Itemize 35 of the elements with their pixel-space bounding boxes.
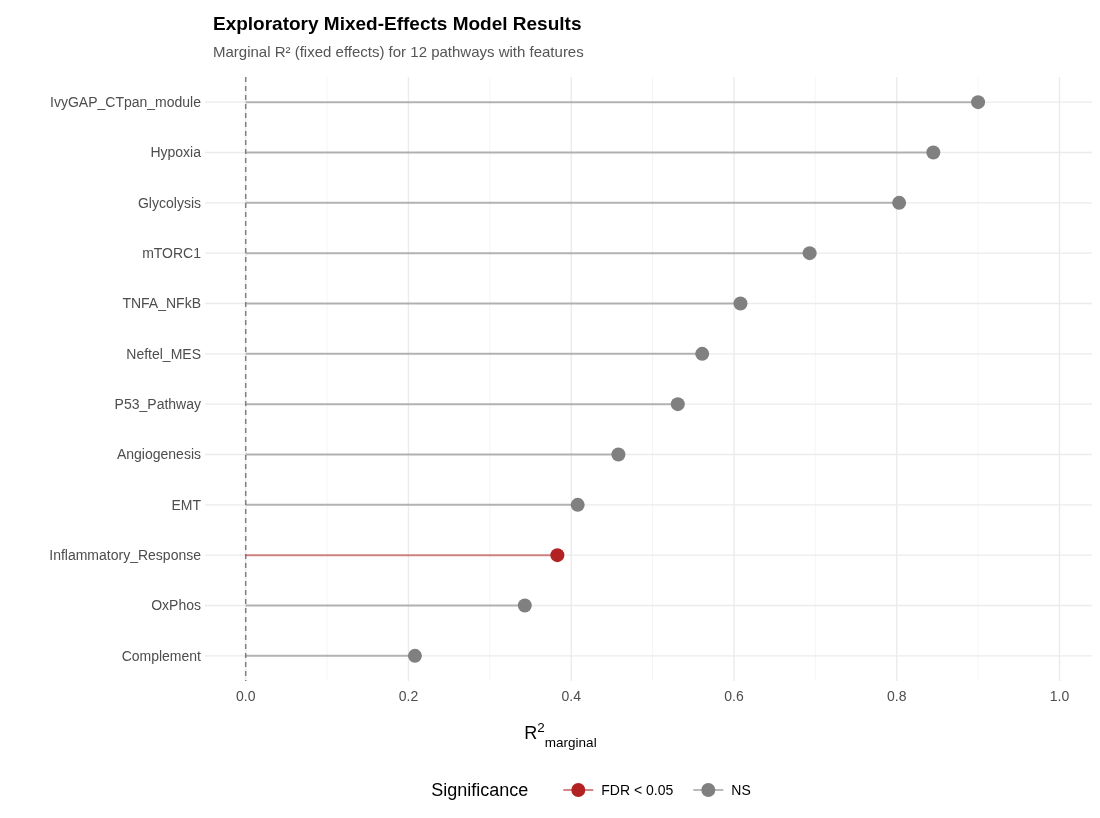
y-tick-label: Glycolysis xyxy=(137,194,201,211)
x-tick-label: 1.0 xyxy=(1049,688,1070,704)
x-tick-label: 0.6 xyxy=(724,688,744,704)
point xyxy=(695,346,710,361)
point xyxy=(892,195,907,210)
legend-label: FDR < 0.05 xyxy=(601,781,674,798)
y-tick-label: mTORC1 xyxy=(142,245,202,262)
y-tick-label: P53_Pathway xyxy=(114,396,201,413)
x-tick-label: 0.8 xyxy=(886,688,907,704)
y-tick-label: Neftel_MES xyxy=(126,345,201,362)
point xyxy=(407,648,422,663)
y-tick-label: Inflammatory_Response xyxy=(49,547,202,564)
y-tick-label: IvyGAP_CTpan_module xyxy=(50,94,202,111)
y-tick-label: OxPhos xyxy=(151,597,201,614)
y-tick-label: Complement xyxy=(121,647,202,664)
point xyxy=(611,447,626,462)
legend-title: Significance xyxy=(431,780,529,801)
x-tick-label: 0.4 xyxy=(561,688,582,704)
point xyxy=(570,497,585,512)
x-tick-label: 0.2 xyxy=(398,688,419,704)
y-tick-label: TNFA_NFkB xyxy=(122,295,201,312)
chart-title: Exploratory Mixed-Effects Model Results xyxy=(213,13,582,34)
point xyxy=(802,246,817,261)
point xyxy=(926,145,941,160)
point xyxy=(971,95,986,110)
point xyxy=(550,548,565,563)
point xyxy=(733,296,748,311)
y-tick-label: EMT xyxy=(171,496,202,513)
point xyxy=(517,598,532,613)
point xyxy=(670,397,685,412)
x-tick-label: 0.0 xyxy=(235,688,256,704)
legend-label: NS xyxy=(731,781,751,798)
y-tick-label: Angiogenesis xyxy=(116,446,201,463)
chart-subtitle: Marginal R² (fixed effects) for 12 pathways with features xyxy=(213,43,584,60)
y-tick-label: Hypoxia xyxy=(150,144,202,161)
